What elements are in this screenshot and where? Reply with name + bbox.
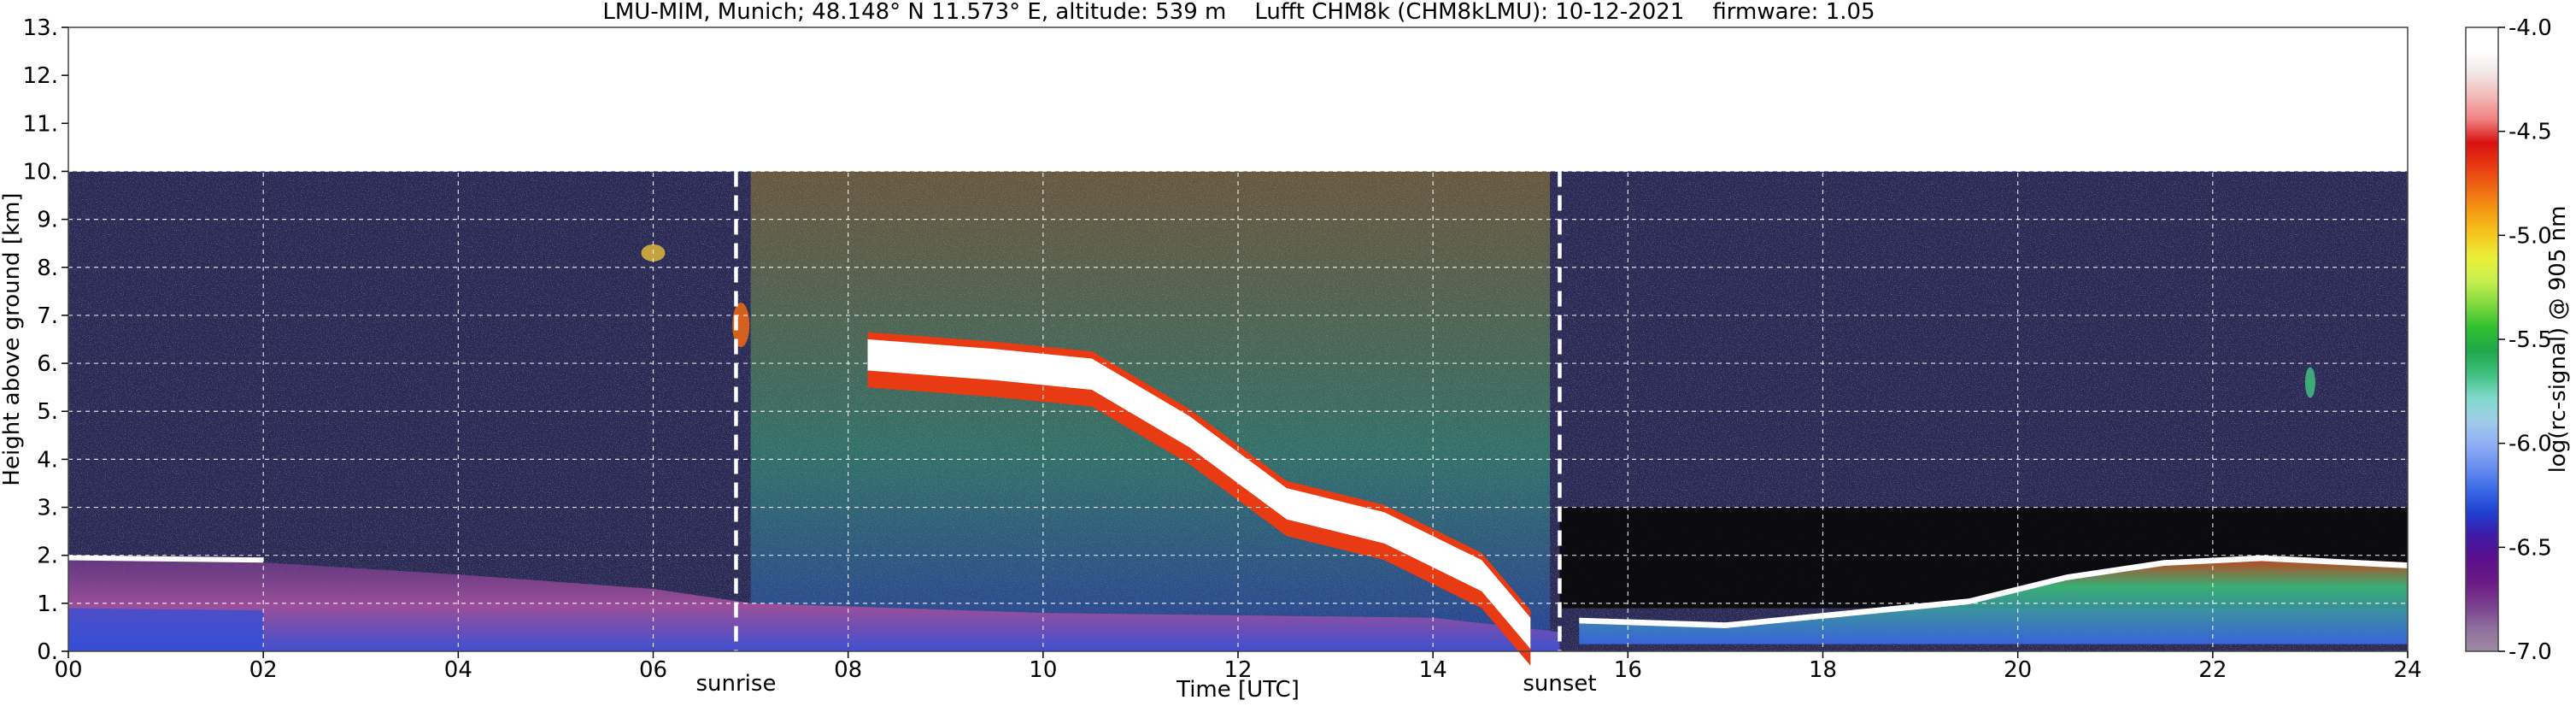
y-tick-label: 11. bbox=[23, 111, 58, 137]
y-tick-label: 3. bbox=[37, 496, 58, 521]
y-tick-label: 2. bbox=[37, 544, 58, 569]
sunrise-label: sunrise bbox=[695, 671, 776, 697]
x-axis: 00 02 04 06 08 10 12 14 16 18 20 22 24 bbox=[54, 651, 2422, 683]
y-tick-label: 4. bbox=[37, 447, 58, 473]
colorbar-label: log(rc-signal) @ 905 nm bbox=[2545, 206, 2571, 474]
boundary-layer-aerosol bbox=[68, 560, 1560, 651]
colorbar-ticks: -4.0 -4.5 -5.0 -5.5 -6.0 -6.5 -7.0 bbox=[2498, 15, 2552, 665]
colorbar-tick-label: -5.0 bbox=[2509, 223, 2552, 249]
low-blue-aerosol bbox=[68, 608, 264, 651]
sunset-label: sunset bbox=[1523, 671, 1596, 697]
x-tick-label: 18 bbox=[1809, 657, 1837, 683]
y-tick-label: 1. bbox=[37, 591, 58, 617]
grid bbox=[68, 27, 2408, 651]
x-tick-label: 20 bbox=[2004, 657, 2032, 683]
x-tick-label: 10 bbox=[1029, 657, 1057, 683]
y-axis: 0. 1. 2. 3. 4. 5. 6. 7. 8. 9. 10. 11. 12. 13. bbox=[23, 15, 68, 665]
x-axis-label: Time [UTC] bbox=[1176, 677, 1300, 703]
x-tick-label: 24 bbox=[2393, 657, 2421, 683]
x-tick-label: 14 bbox=[1419, 657, 1447, 683]
cloud-fragment-0654 bbox=[732, 303, 750, 348]
y-tick-label: 7. bbox=[37, 303, 58, 329]
x-tick-label: 16 bbox=[1614, 657, 1642, 683]
x-tick-label: 04 bbox=[444, 657, 472, 683]
colorbar-tick-label: -7.0 bbox=[2509, 639, 2552, 665]
x-tick-label: 02 bbox=[249, 657, 278, 683]
colorbar-tick-label: -6.5 bbox=[2509, 535, 2552, 561]
plot-area bbox=[67, 26, 2409, 666]
y-tick-label: 10. bbox=[23, 159, 58, 185]
x-tick-label: 22 bbox=[2198, 657, 2227, 683]
x-tick-label: 08 bbox=[834, 657, 862, 683]
x-tick-label: 06 bbox=[639, 657, 667, 683]
y-tick-label: 0. bbox=[37, 639, 58, 665]
y-tick-label: 13. bbox=[23, 15, 58, 41]
cloud-fragment-2300 bbox=[2304, 367, 2315, 398]
evening-layer-top bbox=[1579, 555, 2408, 628]
aerosol-layer-top bbox=[67, 555, 264, 563]
y-tick-label: 12. bbox=[23, 63, 58, 89]
colorbar-tick-label: -4.0 bbox=[2509, 15, 2552, 41]
event-labels: sunrise sunset bbox=[695, 671, 1596, 697]
y-tick-label: 8. bbox=[37, 256, 58, 281]
chart-title: LMU-MIM, Munich; 48.148° N 11.573° E, al… bbox=[602, 0, 1875, 25]
x-tick-label: 00 bbox=[54, 657, 82, 683]
y-tick-label: 5. bbox=[37, 399, 58, 425]
y-axis-label: Height above ground [km] bbox=[0, 192, 25, 485]
event-lines bbox=[734, 171, 1562, 651]
colorbar-tick-label: -5.5 bbox=[2509, 327, 2552, 353]
y-tick-label: 9. bbox=[37, 208, 58, 233]
colorbar-scale bbox=[2465, 26, 2499, 652]
x-tick-label: 12 bbox=[1223, 657, 1252, 683]
colorbar-tick-label: -6.0 bbox=[2509, 432, 2552, 457]
colorbar: -4.0 -4.5 -5.0 -5.5 -6.0 -6.5 -7.0 log(rc-sign… bbox=[2465, 15, 2571, 665]
descending-cloud-core bbox=[867, 339, 1531, 650]
y-tick-label: 6. bbox=[37, 351, 58, 377]
colorbar-tick-label: -4.5 bbox=[2509, 120, 2552, 145]
